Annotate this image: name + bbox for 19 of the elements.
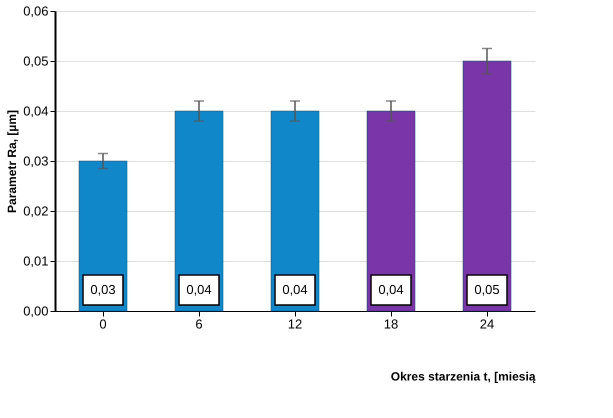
y-tick-label: 0,00: [23, 304, 48, 318]
y-tick-label: 0,06: [23, 4, 48, 18]
y-tick-label: 0,04: [23, 104, 48, 118]
x-tick-label: 24: [480, 316, 494, 332]
y-tick-label: 0,02: [23, 204, 48, 218]
x-tick-label: 18: [384, 316, 398, 332]
y-tick-label: 0,01: [23, 254, 48, 268]
x-tick-label: 0: [99, 316, 107, 332]
x-axis-title: Okres starzenia t, [miesią: [390, 370, 536, 384]
data-label: 0,05: [474, 282, 500, 297]
data-label: 0,04: [282, 282, 308, 297]
data-label: 0,04: [378, 282, 404, 297]
x-tick-label: 12: [288, 316, 302, 332]
data-label: 0,03: [90, 282, 116, 297]
y-tick-label: 0,05: [23, 54, 48, 68]
y-axis-title: Parametr Ra, [µm]: [5, 110, 20, 213]
y-tick-label: 0,03: [23, 154, 48, 168]
x-tick-label: 6: [195, 316, 203, 332]
data-label: 0,04: [186, 282, 212, 297]
